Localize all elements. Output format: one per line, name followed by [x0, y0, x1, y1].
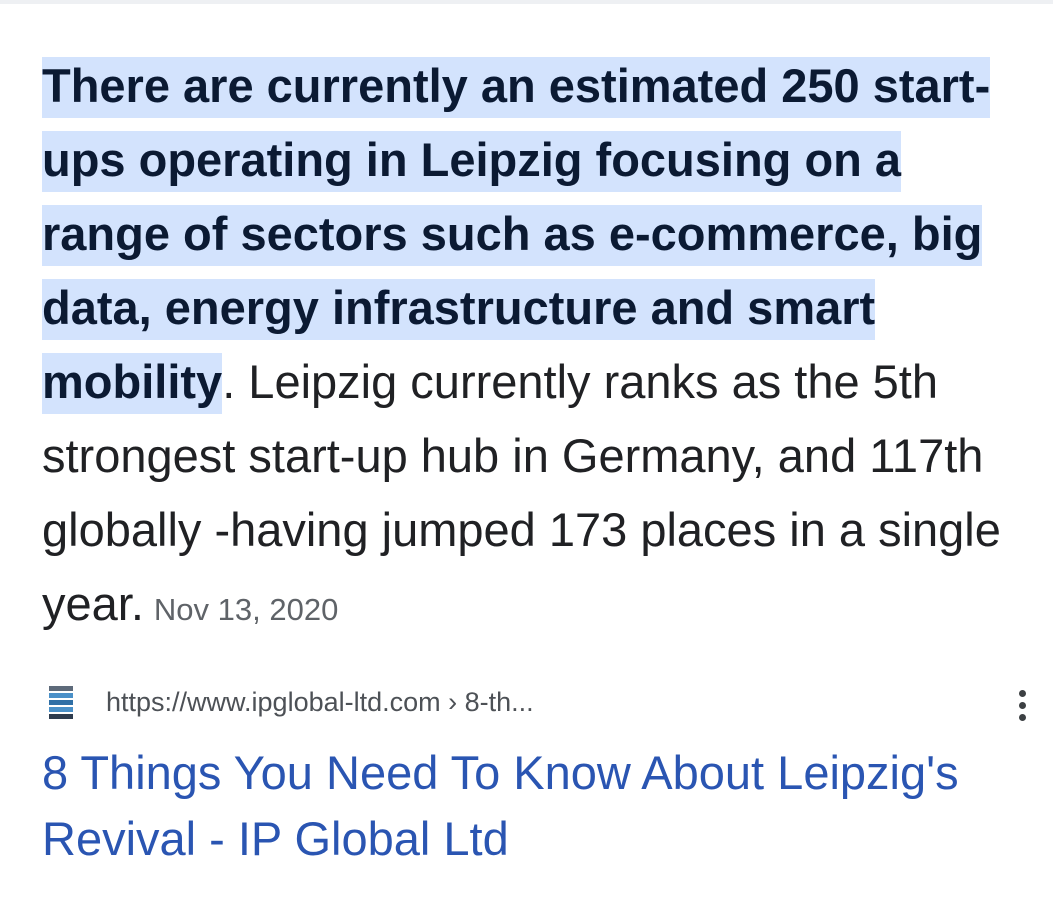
- more-vert-icon: [1018, 689, 1026, 697]
- top-divider: [0, 0, 1053, 4]
- more-options-button[interactable]: [1004, 680, 1040, 730]
- snippet-highlighted-text: There are currently an estimated 250 sta…: [42, 57, 991, 414]
- more-vert-icon-dot: [1018, 713, 1026, 721]
- stacked-bars-favicon-icon: [49, 686, 73, 719]
- more-vert-icon-dot: [1018, 701, 1026, 709]
- source-url[interactable]: https://www.ipglobal-ltd.com › 8-th...: [106, 687, 534, 717]
- result-title-link[interactable]: 8 Things You Need To Know About Leipzig'…: [42, 746, 959, 865]
- featured-snippet: There are currently an estimated 250 sta…: [42, 49, 1032, 647]
- result-source-row[interactable]: https://www.ipglobal-ltd.com › 8-th...: [42, 680, 1032, 730]
- snippet-body-text: . Leipzig currently ranks as the 5th str…: [42, 355, 1001, 630]
- snippet-date: Nov 13, 2020: [153, 592, 339, 627]
